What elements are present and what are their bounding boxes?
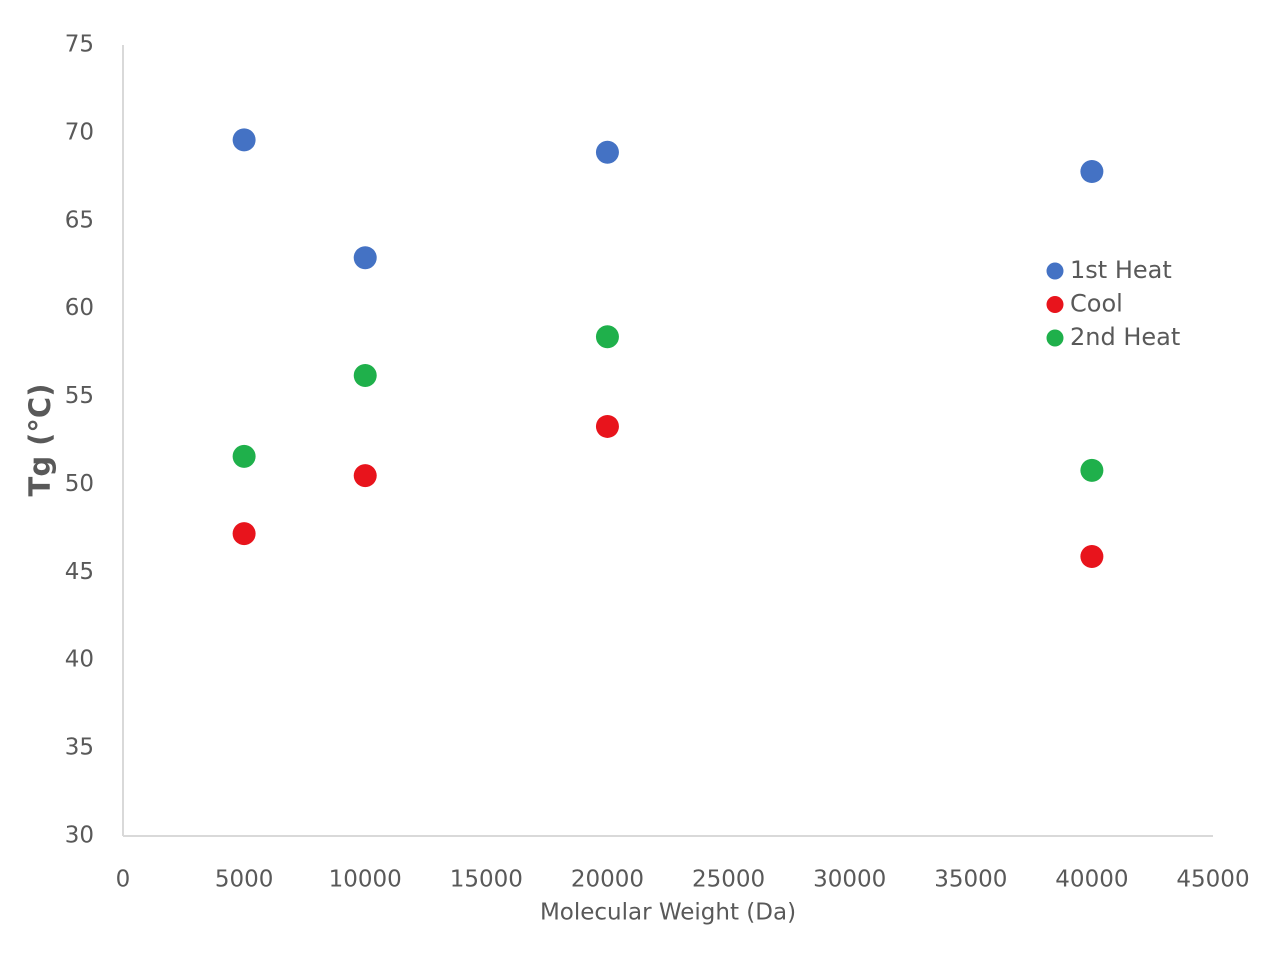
legend-label: 2nd Heat — [1070, 323, 1180, 351]
y-tick-label: 35 — [65, 735, 94, 761]
x-tick-label: 15000 — [450, 867, 523, 893]
data-point — [353, 363, 377, 387]
legend-label: Cool — [1070, 290, 1123, 318]
data-point — [353, 464, 377, 488]
x-tick-label: 0 — [116, 867, 131, 893]
data-point — [232, 128, 256, 152]
data-point — [1080, 458, 1104, 482]
y-tick-label: 45 — [65, 559, 94, 585]
y-tick-label: 40 — [65, 647, 94, 673]
legend-marker — [1046, 296, 1064, 313]
x-tick-label: 10000 — [329, 867, 402, 893]
y-tick-label: 60 — [65, 295, 94, 321]
data-point — [353, 246, 377, 270]
y-tick-label: 50 — [65, 471, 94, 497]
legend-marker — [1046, 262, 1064, 280]
x-tick-label: 30000 — [813, 867, 886, 893]
y-tick-label: 30 — [65, 823, 94, 849]
data-point — [232, 522, 256, 546]
x-tick-label: 5000 — [215, 867, 274, 893]
data-point — [1080, 160, 1104, 184]
y-tick-label: 75 — [65, 32, 94, 58]
y-tick-label: 70 — [65, 119, 94, 145]
data-point — [595, 414, 619, 438]
data-point — [595, 325, 619, 349]
x-axis-title: Molecular Weight (Da) — [540, 900, 796, 926]
y-axis-title: Tg (°C) — [23, 384, 57, 497]
y-tick-label: 55 — [65, 383, 94, 409]
y-tick-label: 65 — [65, 207, 94, 233]
x-tick-label: 45000 — [1176, 867, 1249, 893]
x-tick-label: 40000 — [1055, 867, 1128, 893]
data-point — [595, 140, 619, 164]
legend-marker — [1046, 329, 1064, 347]
x-tick-label: 20000 — [571, 867, 644, 893]
data-point — [232, 444, 256, 468]
data-point — [1080, 545, 1104, 569]
x-tick-label: 35000 — [934, 867, 1007, 893]
x-tick-label: 25000 — [692, 867, 765, 893]
legend-label: 1st Heat — [1070, 256, 1172, 284]
